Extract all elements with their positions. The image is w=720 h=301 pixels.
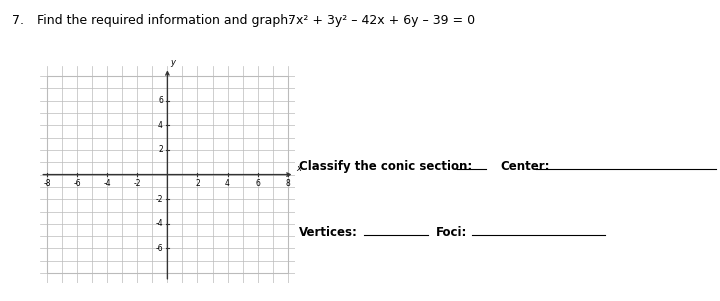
Text: 7.: 7. xyxy=(12,14,24,26)
Text: 6: 6 xyxy=(158,96,163,105)
Text: 2: 2 xyxy=(195,179,200,188)
Text: Classify the conic section:: Classify the conic section: xyxy=(299,160,472,172)
Text: 7x² + 3y² – 42x + 6y – 39 = 0: 7x² + 3y² – 42x + 6y – 39 = 0 xyxy=(288,14,475,26)
Text: -2: -2 xyxy=(156,195,163,204)
Text: 4: 4 xyxy=(158,121,163,130)
Text: 4: 4 xyxy=(225,179,230,188)
Text: -8: -8 xyxy=(43,179,51,188)
Text: 2: 2 xyxy=(158,145,163,154)
Text: 6: 6 xyxy=(255,179,260,188)
Text: -6: -6 xyxy=(156,244,163,253)
Text: Find the required information and graph:: Find the required information and graph: xyxy=(37,14,293,26)
Text: -2: -2 xyxy=(134,179,141,188)
Text: -4: -4 xyxy=(156,219,163,228)
Text: y: y xyxy=(171,58,176,67)
Text: x: x xyxy=(296,164,301,173)
Text: Vertices:: Vertices: xyxy=(299,226,358,239)
Text: -6: -6 xyxy=(73,179,81,188)
Text: -4: -4 xyxy=(104,179,111,188)
Text: 8: 8 xyxy=(285,179,290,188)
Text: Foci:: Foci: xyxy=(436,226,467,239)
Text: Center:: Center: xyxy=(500,160,550,172)
